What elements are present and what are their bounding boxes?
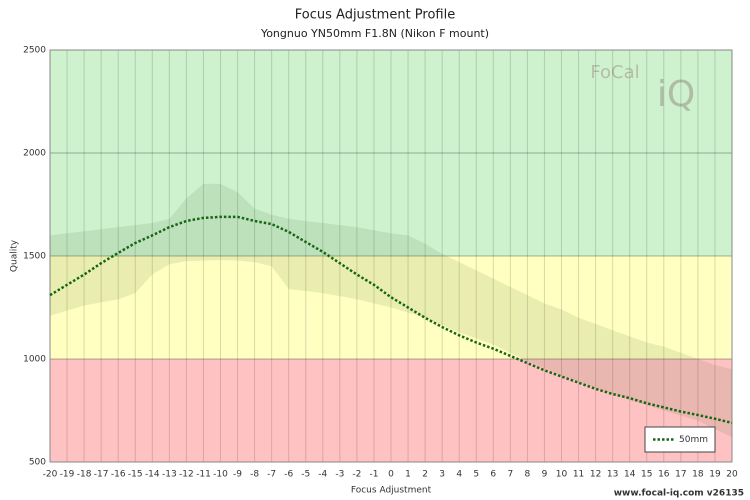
x-tick-label: -9 xyxy=(233,470,242,480)
x-tick-label: -18 xyxy=(77,470,92,480)
x-tick-label: -6 xyxy=(284,470,293,480)
logo: iQ xyxy=(657,74,695,115)
quality-zone xyxy=(50,359,732,462)
x-tick-label: 7 xyxy=(507,470,513,480)
range-area xyxy=(50,183,732,438)
quality-zone xyxy=(50,256,732,359)
y-tick-label: 1500 xyxy=(23,252,46,262)
data-line xyxy=(49,215,733,425)
x-tick-label: 10 xyxy=(556,470,568,480)
y-tick-label: 1000 xyxy=(23,355,46,365)
x-tick-label: 8 xyxy=(525,470,531,480)
x-tick-label: -14 xyxy=(145,470,160,480)
x-tick-label: 14 xyxy=(624,470,636,480)
x-tick-label: -8 xyxy=(250,470,259,480)
x-tick-label: 5 xyxy=(473,470,479,480)
x-tick-label: 19 xyxy=(709,470,721,480)
y-tick-label: 2000 xyxy=(23,149,46,159)
x-tick-label: -7 xyxy=(267,470,276,480)
x-tick-label: -15 xyxy=(128,470,143,480)
chart-title: Focus Adjustment Profile xyxy=(295,8,455,23)
x-tick-label: 0 xyxy=(388,470,394,480)
x-tick-label: 1 xyxy=(405,470,411,480)
x-tick-label: -12 xyxy=(179,470,194,480)
logo: FoCal xyxy=(590,62,639,83)
x-tick-label: 17 xyxy=(675,470,686,480)
x-tick-label: -17 xyxy=(94,470,109,480)
x-tick-label: -20 xyxy=(43,470,58,480)
x-tick-label: 9 xyxy=(542,470,548,480)
x-tick-label: -11 xyxy=(196,470,211,480)
x-tick-label: -3 xyxy=(335,470,344,480)
x-tick-label: 20 xyxy=(726,470,738,480)
quality-zone xyxy=(50,50,732,256)
x-tick-label: -19 xyxy=(60,470,75,480)
x-tick-label: 6 xyxy=(490,470,496,480)
x-tick-label: -4 xyxy=(318,470,327,480)
y-tick-label: 2500 xyxy=(23,46,46,56)
plot-frame xyxy=(49,49,733,463)
y-axis-label: Quality xyxy=(10,239,20,272)
x-tick-label: -1 xyxy=(369,470,378,480)
chart-subtitle: Yongnuo YN50mm F1.8N (Nikon F mount) xyxy=(260,27,489,40)
x-tick-label: -2 xyxy=(352,470,361,480)
x-tick-label: -10 xyxy=(213,470,228,480)
footer: www.focal-iq.com v26135 xyxy=(614,489,744,499)
x-tick-label: -5 xyxy=(301,470,310,480)
x-axis-label: Focus Adjustment xyxy=(351,486,432,496)
x-tick-label: 15 xyxy=(641,470,652,480)
x-tick-label: 4 xyxy=(456,470,462,480)
legend-box xyxy=(644,426,716,453)
x-tick-label: -16 xyxy=(111,470,126,480)
x-tick-label: 3 xyxy=(439,470,445,480)
y-tick-label: 500 xyxy=(29,458,46,468)
x-tick-label: 13 xyxy=(607,470,618,480)
x-tick-label: 11 xyxy=(573,470,584,480)
x-tick-label: 12 xyxy=(590,470,601,480)
x-tick-label: 18 xyxy=(692,470,704,480)
legend-label: 50mm xyxy=(679,435,708,445)
x-tick-label: -13 xyxy=(162,470,177,480)
x-tick-label: 2 xyxy=(422,470,428,480)
x-tick-label: 16 xyxy=(658,470,670,480)
